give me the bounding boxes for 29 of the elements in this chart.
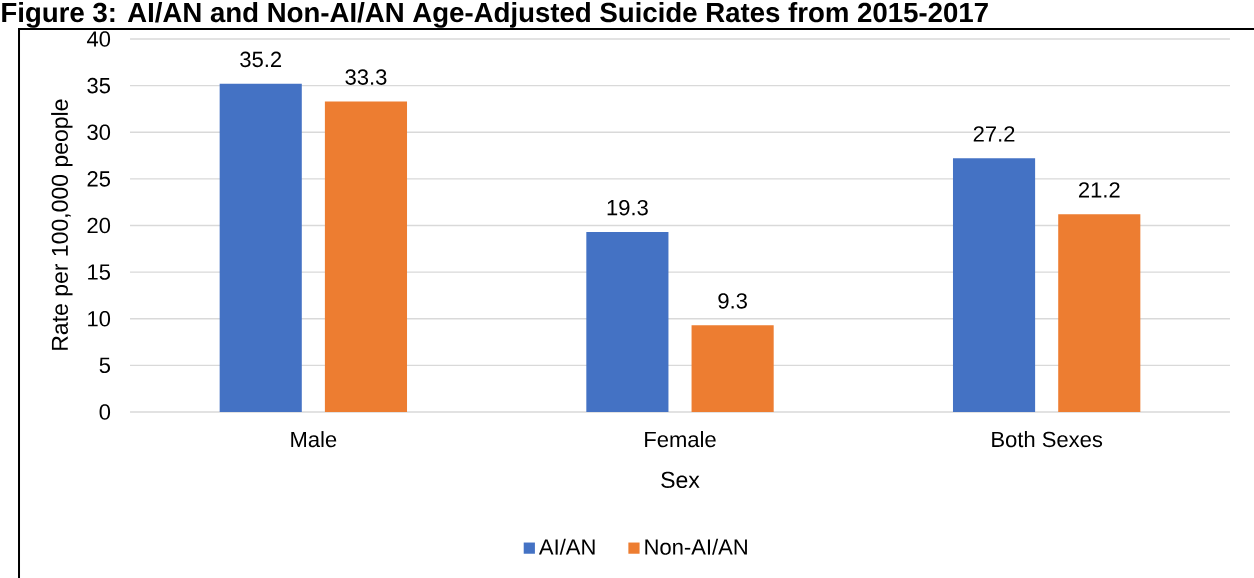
x-tick-label: Male bbox=[291, 431, 337, 448]
y-tick-label: 20 bbox=[87, 217, 111, 234]
data-label: 21.2 bbox=[1078, 182, 1120, 198]
y-tick-label: 35 bbox=[87, 77, 110, 94]
data-label: 35.2 bbox=[240, 51, 282, 68]
y-tick-label: 0 bbox=[99, 404, 111, 420]
legend-label: AI/AN bbox=[538, 538, 595, 555]
chart-title: Figure 3: AI/AN and Non-AI/AN Age-Adjusted Suicide Rates from 2015-2017 bbox=[2, 1, 988, 28]
data-label: 33.3 bbox=[345, 69, 387, 85]
y-tick-label: 15 bbox=[88, 264, 110, 280]
x-axis-title: Sex bbox=[661, 471, 700, 489]
x-tick-label: Female bbox=[645, 431, 716, 448]
data-label: 9.3 bbox=[718, 293, 747, 309]
x-tick-label: Both Sexes bbox=[992, 431, 1103, 448]
bar bbox=[586, 232, 669, 412]
y-tick-label: 25 bbox=[87, 171, 110, 187]
bar bbox=[219, 83, 302, 412]
bar bbox=[324, 101, 408, 412]
bar bbox=[691, 325, 774, 412]
y-tick-label: 40 bbox=[86, 31, 111, 47]
bar bbox=[952, 158, 1036, 412]
data-label: 19.3 bbox=[607, 199, 648, 216]
legend-label: Non-AI/AN bbox=[645, 538, 747, 555]
data-label: 27.2 bbox=[973, 126, 1015, 142]
y-tick-label: 30 bbox=[87, 124, 111, 141]
y-tick-label: 10 bbox=[88, 310, 111, 327]
y-axis-title: Rate per 100,000 people bbox=[51, 99, 73, 350]
y-tick-label: 5 bbox=[99, 357, 110, 374]
bar bbox=[1058, 214, 1141, 412]
